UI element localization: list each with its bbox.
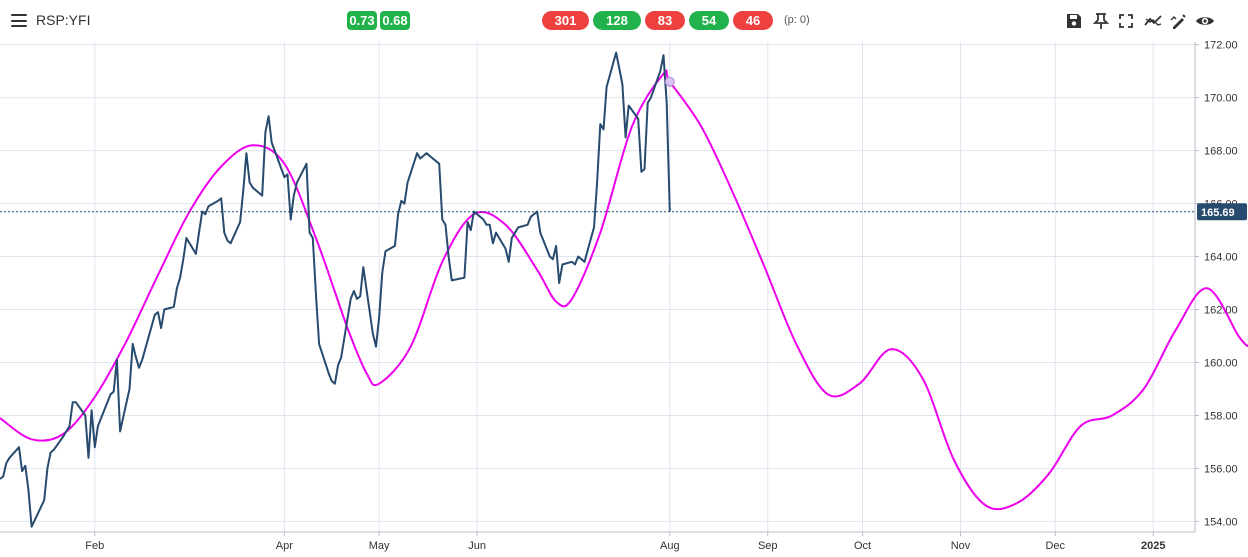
save-icon[interactable] bbox=[1064, 11, 1084, 31]
y-axis-ticks: 154.00156.00158.00160.00162.00164.00166.… bbox=[1195, 40, 1238, 528]
correlation-badge-2: 0.68 bbox=[380, 11, 410, 30]
count-badge-3: 83 bbox=[645, 11, 685, 30]
x-tick-label: Sep bbox=[758, 540, 778, 552]
count-badge-1: 301 bbox=[542, 11, 589, 30]
x-tick-label: Jun bbox=[468, 540, 486, 552]
series-marker bbox=[664, 76, 675, 87]
y-tick-label: 154.00 bbox=[1204, 516, 1238, 528]
draw-icon[interactable] bbox=[1169, 11, 1189, 31]
y-tick-label: 170.00 bbox=[1204, 93, 1238, 105]
x-axis-ticks: Feb Apr May Jun Aug Sep Oct Nov Dec 2025 bbox=[85, 532, 1165, 552]
x-tick-label: Oct bbox=[854, 540, 871, 552]
y-tick-label: 172.00 bbox=[1204, 40, 1238, 52]
y-tick-label: 162.00 bbox=[1204, 305, 1238, 317]
count-badge-4: 54 bbox=[689, 11, 729, 30]
x-tick-label: 2025 bbox=[1141, 540, 1165, 552]
last-price-tag bbox=[1197, 203, 1247, 221]
hamburger-menu-icon[interactable] bbox=[11, 14, 27, 27]
p-value-label: (p: 0) bbox=[784, 14, 810, 26]
count-badge-2: 128 bbox=[593, 11, 641, 30]
x-tick-label: Nov bbox=[951, 540, 971, 552]
y-tick-label: 160.00 bbox=[1204, 357, 1238, 369]
eye-icon[interactable] bbox=[1195, 11, 1215, 31]
correlation-badge-1: 0.73 bbox=[347, 11, 377, 30]
x-tick-label: Feb bbox=[85, 540, 104, 552]
x-tick-label: May bbox=[369, 540, 390, 552]
trend-icon[interactable] bbox=[1143, 11, 1163, 31]
pin-icon[interactable] bbox=[1091, 11, 1111, 31]
symbol-label[interactable]: RSP:YFI bbox=[36, 12, 91, 28]
chart-toolbar: RSP:YFI 0.73 0.68 301 128 83 54 46 (p: 0… bbox=[0, 0, 1248, 42]
x-tick-label: Apr bbox=[276, 540, 293, 552]
y-tick-label: 158.00 bbox=[1204, 410, 1238, 422]
last-price-label: 165.69 bbox=[1201, 207, 1235, 219]
count-badge-5: 46 bbox=[733, 11, 773, 30]
grid-lines bbox=[0, 42, 1195, 532]
x-tick-label: Aug bbox=[660, 540, 680, 552]
fullscreen-icon[interactable] bbox=[1116, 11, 1136, 31]
y-tick-label: 164.00 bbox=[1204, 252, 1238, 264]
price-series-line bbox=[0, 51, 671, 528]
y-tick-label: 168.00 bbox=[1204, 146, 1238, 158]
x-tick-label: Dec bbox=[1045, 540, 1065, 552]
y-tick-label: 156.00 bbox=[1204, 463, 1238, 475]
projection-series-line bbox=[0, 69, 1248, 511]
